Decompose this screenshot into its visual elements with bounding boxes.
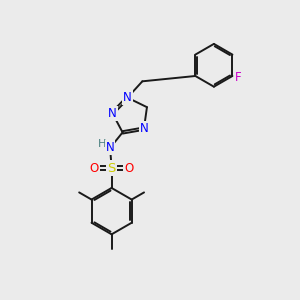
Text: N: N — [108, 107, 117, 120]
Text: N: N — [106, 141, 115, 154]
Text: H: H — [98, 139, 106, 149]
Text: N: N — [123, 91, 132, 104]
Text: O: O — [124, 161, 134, 175]
Text: S: S — [107, 161, 116, 175]
Text: O: O — [90, 161, 99, 175]
Text: F: F — [235, 71, 241, 84]
Text: N: N — [140, 122, 148, 135]
